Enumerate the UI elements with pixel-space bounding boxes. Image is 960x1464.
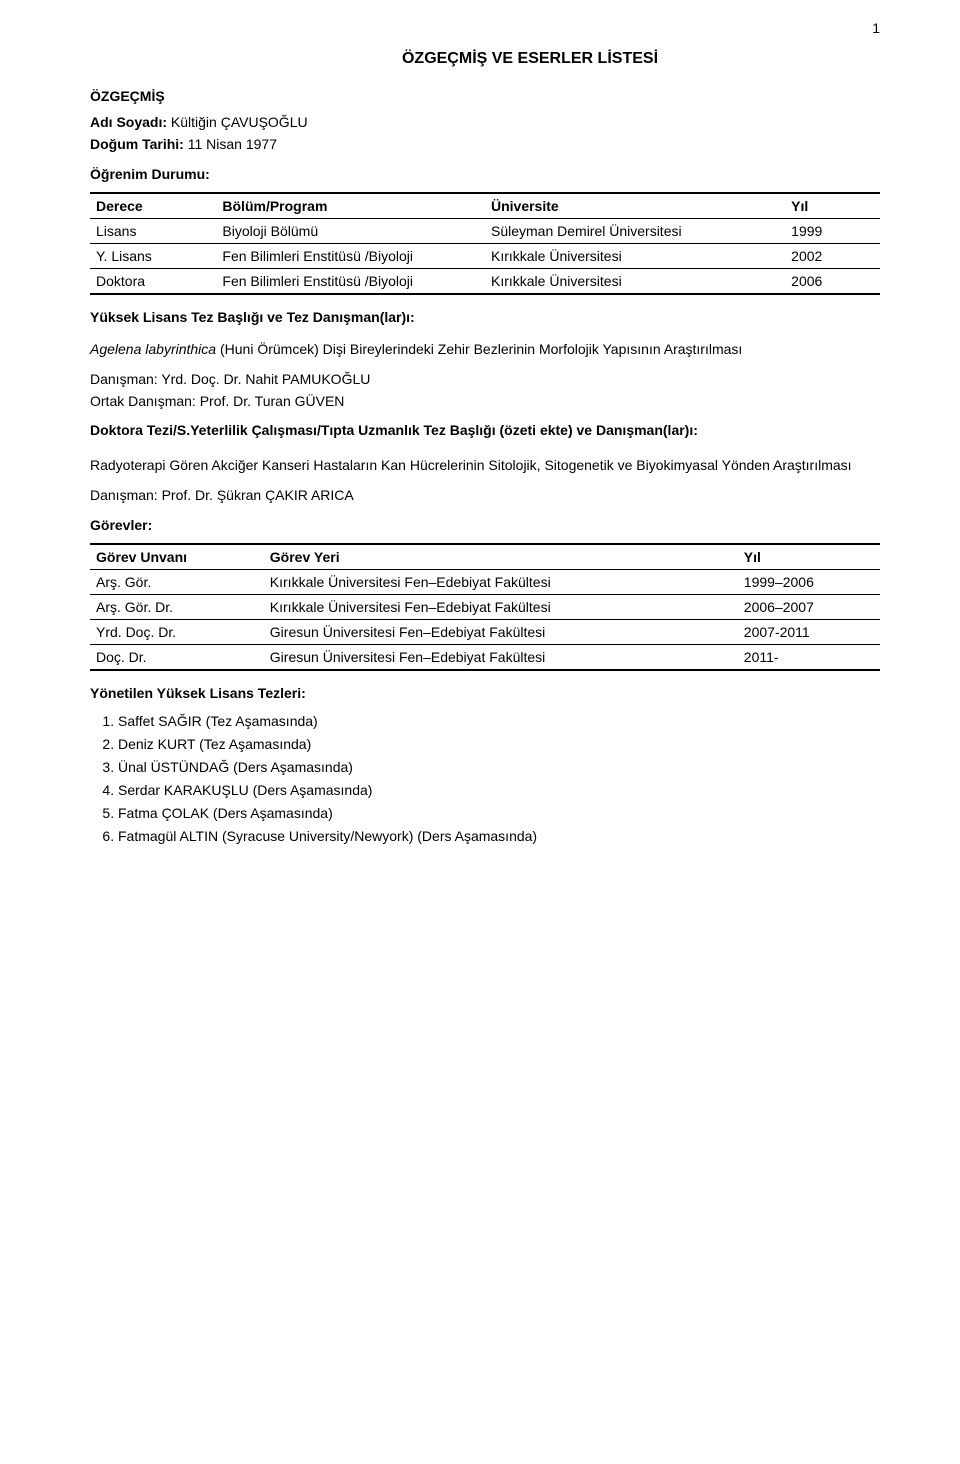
jobs-cell: Kırıkkale Üniversitesi Fen–Edebiyat Fakü… [264,595,738,620]
jobs-header-cell: Görev Yeri [264,544,738,570]
jobs-cell: Giresun Üniversitesi Fen–Edebiyat Fakült… [264,645,738,671]
jobs-cell: 2006–2007 [738,595,880,620]
jobs-cell: Kırıkkale Üniversitesi Fen–Edebiyat Fakü… [264,570,738,595]
phd-thesis-heading: Doktora Tezi/S.Yeterlilik Çalışması/Tıpt… [90,419,880,441]
jobs-table: Görev Unvanı Görev Yeri Yıl Arş. Gör. Kı… [90,543,880,671]
edu-cell: Doktora [90,269,216,295]
jobs-cell: 2011- [738,645,880,671]
document-title: ÖZGEÇMİŞ VE ESERLER LİSTESİ [180,50,880,68]
edu-cell: Y. Lisans [90,244,216,269]
msc-thesis-heading: Yüksek Lisans Tez Başlığı ve Tez Danışma… [90,309,880,325]
phd-advisor: Danışman: Prof. Dr. Şükran ÇAKIR ARICA [90,487,880,503]
supervised-list: Saffet SAĞIR (Tez Aşamasında) Deniz KURT… [90,711,880,847]
table-row: Doç. Dr. Giresun Üniversitesi Fen–Edebiy… [90,645,880,671]
jobs-cell: Doç. Dr. [90,645,264,671]
msc-thesis-rest: (Huni Örümcek) Dişi Bireylerindeki Zehir… [216,341,742,357]
name-label: Adı Soyadı: [90,114,167,130]
education-table: Derece Bölüm/Program Üniversite Yıl Lisa… [90,192,880,295]
jobs-header-row: Görev Unvanı Görev Yeri Yıl [90,544,880,570]
edu-cell: Fen Bilimleri Enstitüsü /Biyoloji [216,244,485,269]
edu-header-row: Derece Bölüm/Program Üniversite Yıl [90,193,880,219]
page-number: 1 [872,20,880,36]
name-line: Adı Soyadı: Kültiğin ÇAVUŞOĞLU [90,114,880,130]
edu-cell: 2006 [785,269,880,295]
edu-cell: Süleyman Demirel Üniversitesi [485,219,785,244]
dob-value: 11 Nisan 1977 [188,136,277,152]
jobs-header-cell: Görev Unvanı [90,544,264,570]
edu-cell: Lisans [90,219,216,244]
phd-thesis-title: Radyoterapi Gören Akciğer Kanseri Hastal… [90,451,880,479]
edu-header-cell: Derece [90,193,216,219]
education-heading: Öğrenim Durumu: [90,166,880,182]
dob-label: Doğum Tarihi: [90,136,184,152]
list-item: Ünal ÜSTÜNDAĞ (Ders Aşamasında) [118,757,880,778]
jobs-header-cell: Yıl [738,544,880,570]
table-row: Yrd. Doç. Dr. Giresun Üniversitesi Fen–E… [90,620,880,645]
jobs-heading: Görevler: [90,517,880,533]
document-page: 1 ÖZGEÇMİŞ VE ESERLER LİSTESİ ÖZGEÇMİŞ A… [0,0,960,909]
edu-header-cell: Yıl [785,193,880,219]
list-item: Saffet SAĞIR (Tez Aşamasında) [118,711,880,732]
edu-cell: Kırıkkale Üniversitesi [485,269,785,295]
jobs-cell: 1999–2006 [738,570,880,595]
jobs-cell: Yrd. Doç. Dr. [90,620,264,645]
list-item: Deniz KURT (Tez Aşamasında) [118,734,880,755]
edu-cell: Fen Bilimleri Enstitüsü /Biyoloji [216,269,485,295]
table-row: Arş. Gör. Dr. Kırıkkale Üniversitesi Fen… [90,595,880,620]
edu-cell: Biyoloji Bölümü [216,219,485,244]
msc-advisor: Danışman: Yrd. Doç. Dr. Nahit PAMUKOĞLU [90,371,880,387]
edu-cell: 1999 [785,219,880,244]
table-row: Arş. Gör. Kırıkkale Üniversitesi Fen–Ede… [90,570,880,595]
jobs-cell: Arş. Gör. [90,570,264,595]
jobs-cell: Giresun Üniversitesi Fen–Edebiyat Fakült… [264,620,738,645]
msc-thesis-italic: Agelena labyrinthica [90,341,216,357]
edu-header-cell: Bölüm/Program [216,193,485,219]
edu-header-cell: Üniversite [485,193,785,219]
msc-coadvisor: Ortak Danışman: Prof. Dr. Turan GÜVEN [90,393,880,409]
edu-cell: 2002 [785,244,880,269]
jobs-cell: 2007-2011 [738,620,880,645]
table-row: Lisans Biyoloji Bölümü Süleyman Demirel … [90,219,880,244]
list-item: Fatmagül ALTIN (Syracuse University/Newy… [118,826,880,847]
list-item: Serdar KARAKUŞLU (Ders Aşamasında) [118,780,880,801]
jobs-cell: Arş. Gör. Dr. [90,595,264,620]
dob-line: Doğum Tarihi: 11 Nisan 1977 [90,136,880,152]
table-row: Doktora Fen Bilimleri Enstitüsü /Biyoloj… [90,269,880,295]
edu-cell: Kırıkkale Üniversitesi [485,244,785,269]
supervised-heading: Yönetilen Yüksek Lisans Tezleri: [90,685,880,701]
table-row: Y. Lisans Fen Bilimleri Enstitüsü /Biyol… [90,244,880,269]
name-value: Kültiğin ÇAVUŞOĞLU [171,114,308,130]
cv-heading: ÖZGEÇMİŞ [90,88,880,104]
list-item: Fatma ÇOLAK (Ders Aşamasında) [118,803,880,824]
msc-thesis-title: Agelena labyrinthica (Huni Örümcek) Dişi… [90,335,880,363]
